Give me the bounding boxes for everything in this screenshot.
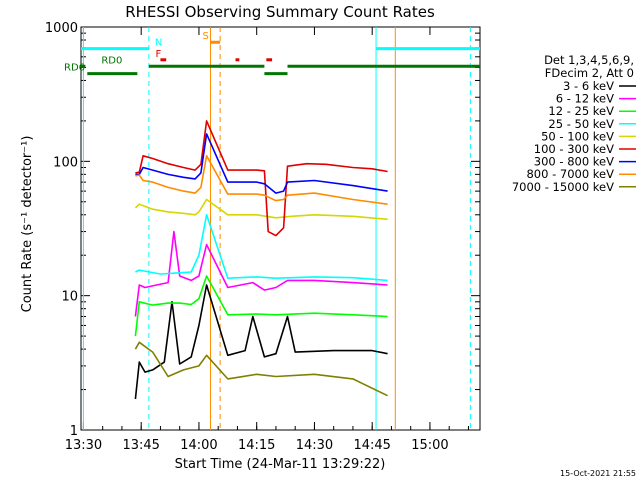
y-tick-label: 1000 <box>45 21 78 36</box>
legend-header: Det 1,3,4,5,6,9, <box>544 53 634 67</box>
y-tick-label: 100 <box>53 155 78 170</box>
legend-label: 12 - 25 keV <box>548 104 614 118</box>
x-axis-label: Start Time (24-Mar-11 13:29:22) <box>175 457 386 472</box>
legend-label: 7000 - 15000 keV <box>512 180 614 194</box>
x-tick-label: 13:45 <box>122 438 159 453</box>
flag-bars: N S F RD0 RD6 <box>64 31 480 76</box>
series-line-4 <box>135 214 388 282</box>
x-tick-label: 14:45 <box>353 438 390 453</box>
chart-title: RHESSI Observing Summary Count Rates <box>125 3 435 21</box>
flag-label: RD6 <box>64 63 85 74</box>
legend-label: 50 - 100 keV <box>541 129 614 143</box>
legend: Det 1,3,4,5,6,9,FDecim 2, Att 03 - 6 keV… <box>512 53 636 194</box>
legend-label: 800 - 7000 keV <box>526 167 614 181</box>
series-line-2 <box>134 230 388 317</box>
series-line-3 <box>134 275 388 337</box>
legend-label: 25 - 50 keV <box>548 117 614 131</box>
legend-label: 100 - 300 keV <box>534 142 614 156</box>
plot-frame <box>80 26 481 431</box>
flag-label: F <box>155 49 161 60</box>
x-tick-label: 13:30 <box>65 438 102 453</box>
x-tick-label: 15:00 <box>411 438 448 453</box>
series-line-9 <box>134 341 388 397</box>
series-line-1 <box>134 284 388 400</box>
y-tick-label: 10 <box>61 290 78 305</box>
timestamp: 15-Oct-2021 21:55 <box>560 469 636 478</box>
series-line-7 <box>135 133 388 194</box>
y-tick-label: 1 <box>70 424 78 439</box>
series-group <box>134 120 388 400</box>
marker-lines <box>82 27 471 430</box>
legend-label: 300 - 800 keV <box>534 155 614 169</box>
x-tick-label: 14:15 <box>238 438 275 453</box>
flag-label: S <box>202 31 208 42</box>
flag-label: RD0 <box>101 55 122 66</box>
series-line-5 <box>134 198 388 221</box>
series-line-6 <box>135 120 388 237</box>
series-line-8 <box>135 155 388 205</box>
flag-label: N <box>155 38 162 49</box>
y-axis-label: Count Rate (s⁻¹ detector⁻¹) <box>20 136 35 313</box>
legend-header: FDecim 2, Att 0 <box>545 66 634 80</box>
legend-label: 3 - 6 keV <box>563 79 614 93</box>
legend-label: 6 - 12 keV <box>556 92 614 106</box>
axes: 13:30 13:45 14:00 14:15 14:30 14:45 15:00 1 10 10… <box>45 21 481 453</box>
x-tick-label: 14:30 <box>296 438 333 453</box>
x-tick-label: 14:00 <box>180 438 217 453</box>
title-group: RHESSI Observing Summary Count Rates <box>125 3 435 21</box>
